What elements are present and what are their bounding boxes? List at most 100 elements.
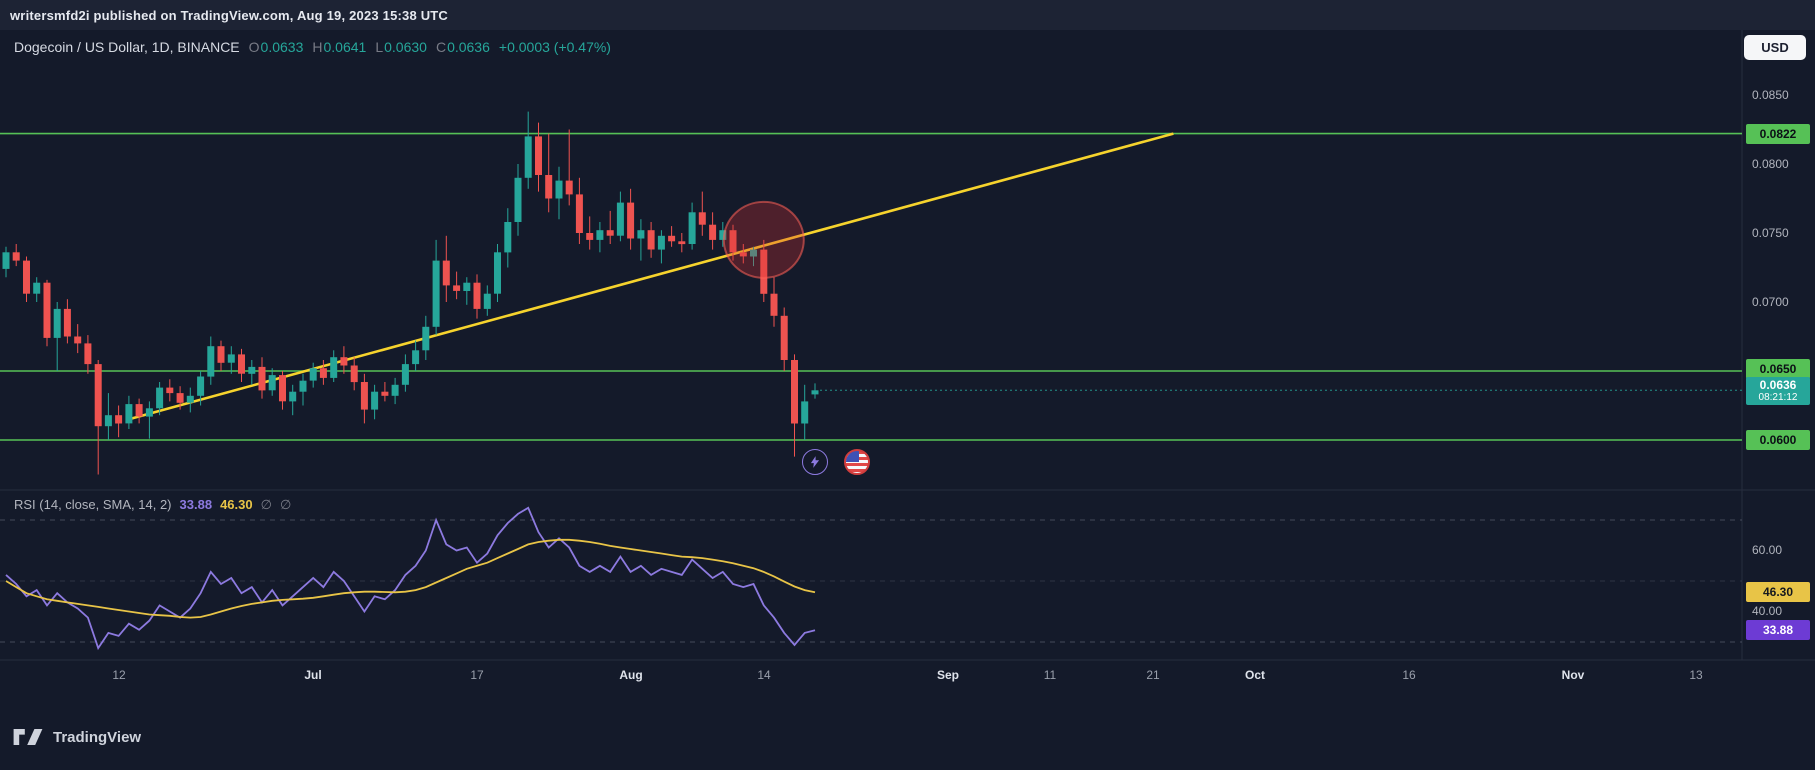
candle xyxy=(719,230,727,240)
candle xyxy=(750,249,757,257)
candle xyxy=(186,395,194,403)
candle xyxy=(463,282,471,291)
candle xyxy=(238,354,245,374)
ohlc-open: O 0.0633 xyxy=(248,39,304,55)
candle xyxy=(94,364,102,427)
candle xyxy=(442,260,450,286)
candle xyxy=(555,180,563,199)
candle xyxy=(360,382,368,410)
candle xyxy=(268,375,276,391)
candle xyxy=(524,136,532,178)
time-axis-label: 12 xyxy=(112,668,126,682)
candle xyxy=(606,230,614,236)
footer-brand[interactable]: TradingView xyxy=(12,726,141,748)
candle xyxy=(760,249,768,294)
candle xyxy=(432,260,440,327)
rsi-sma-line xyxy=(5,538,816,619)
candle xyxy=(176,393,184,403)
candle xyxy=(678,241,686,245)
breakdown-highlight-circle[interactable] xyxy=(722,200,805,279)
ohlc-low: L 0.0630 xyxy=(375,39,427,55)
candle xyxy=(483,293,491,309)
candle xyxy=(125,404,133,424)
time-axis-label: 16 xyxy=(1402,668,1416,682)
flash-event-icon[interactable] xyxy=(802,449,828,475)
level-price-badge: 0.0822 xyxy=(1746,124,1810,144)
candle xyxy=(401,364,409,385)
candle xyxy=(627,202,635,239)
candle xyxy=(565,180,573,195)
level-price-badge: 0.0600 xyxy=(1746,430,1810,450)
candle xyxy=(801,401,809,424)
candle xyxy=(33,282,41,294)
price-tick[interactable]: 0.0700 xyxy=(1752,295,1789,309)
rsi-tick[interactable]: 60.00 xyxy=(1752,543,1783,557)
candle xyxy=(166,387,174,394)
candle xyxy=(637,230,645,239)
rsi-legend-title[interactable]: RSI (14, close, SMA, 14, 2) xyxy=(14,497,172,512)
tradingview-logo-icon xyxy=(13,729,43,745)
candle xyxy=(412,350,420,365)
attribution-bar: writersmfd2i published on TradingView.co… xyxy=(0,0,1815,30)
price-tick[interactable]: 0.0850 xyxy=(1752,88,1789,102)
us-flag-icon xyxy=(846,451,859,462)
candle xyxy=(504,222,512,253)
time-axis-label: 11 xyxy=(1043,668,1057,682)
time-axis-label: Sep xyxy=(936,668,960,682)
symbol-title[interactable]: Dogecoin / US Dollar, 1D, BINANCE xyxy=(14,39,240,55)
candle xyxy=(575,194,583,233)
candle xyxy=(698,212,706,225)
candle xyxy=(340,357,348,366)
candle xyxy=(473,282,481,309)
bar-countdown: 08:21:12 xyxy=(1758,392,1798,403)
candle xyxy=(43,282,51,338)
candle xyxy=(104,415,112,427)
candle xyxy=(668,235,676,242)
candle xyxy=(729,230,737,253)
candle xyxy=(494,252,501,294)
rsi-line xyxy=(5,506,816,651)
candle xyxy=(545,175,553,199)
rsi-sma-badge: 46.30 xyxy=(1746,582,1810,602)
rsi-legend: RSI (14, close, SMA, 14, 2) 33.88 46.30 … xyxy=(14,497,291,513)
time-axis-label: 14 xyxy=(757,668,771,682)
candle xyxy=(309,368,317,381)
candle xyxy=(217,346,225,363)
candle xyxy=(586,233,594,240)
candle xyxy=(330,357,338,378)
candle xyxy=(453,285,461,291)
candle xyxy=(135,404,143,417)
candle xyxy=(279,375,286,402)
time-axis-label: Aug xyxy=(619,668,643,682)
rsi-upper-band-empty: ∅ xyxy=(260,497,272,512)
price-change: +0.0003 (+0.47%) xyxy=(498,39,611,55)
rsi-value-badge: 33.88 xyxy=(1746,620,1810,640)
candle xyxy=(596,230,604,240)
candle xyxy=(371,391,379,410)
candle xyxy=(535,136,542,175)
rsi-sma-current-value: 46.30 xyxy=(220,497,253,512)
rsi-tick[interactable]: 40.00 xyxy=(1752,604,1783,618)
candle xyxy=(258,366,266,391)
lightning-icon xyxy=(810,456,820,468)
currency-toggle-button[interactable]: USD xyxy=(1744,35,1806,60)
time-axis-label: 13 xyxy=(1689,668,1703,682)
candle xyxy=(709,224,717,240)
candle xyxy=(350,365,358,383)
candle xyxy=(248,366,256,374)
candle xyxy=(299,380,307,392)
us-economic-event-icon[interactable] xyxy=(844,449,870,475)
candle xyxy=(115,415,123,424)
trendline[interactable] xyxy=(128,132,1174,421)
time-axis-label: 17 xyxy=(470,668,484,682)
candle xyxy=(688,212,696,244)
price-tick[interactable]: 0.0800 xyxy=(1752,157,1789,171)
candle xyxy=(811,390,819,395)
candle xyxy=(657,235,665,250)
candle xyxy=(74,336,82,344)
candle xyxy=(197,376,205,396)
candle xyxy=(381,391,389,396)
price-tick[interactable]: 0.0750 xyxy=(1752,226,1789,240)
